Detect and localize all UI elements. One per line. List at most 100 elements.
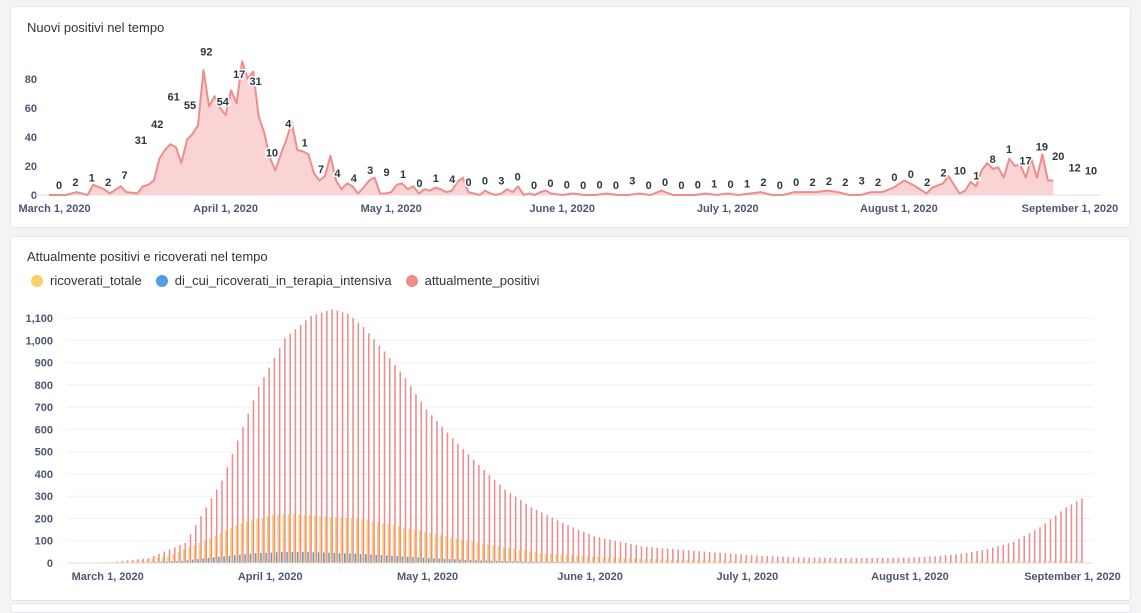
bar-attualmente_positivi — [478, 465, 480, 563]
bar-di_cui_ricoverati_in_terapia_intensiva — [292, 552, 294, 563]
bar-attualmente_positivi — [667, 549, 669, 563]
bar-attualmente_positivi — [211, 498, 213, 563]
bar-attualmente_positivi — [504, 490, 506, 563]
bar-attualmente_positivi — [342, 312, 344, 563]
bar-attualmente_positivi — [258, 387, 260, 563]
bar-attualmente_positivi — [940, 556, 942, 563]
bar-attualmente_positivi — [489, 475, 491, 563]
bar-attualmente_positivi — [856, 558, 858, 563]
bar-attualmente_positivi — [588, 534, 590, 563]
data-label: 0 — [613, 180, 619, 192]
bar-attualmente_positivi — [924, 557, 926, 563]
data-label: 10 — [1085, 165, 1097, 177]
bar-attualmente_positivi — [730, 554, 732, 563]
data-label: 0 — [777, 180, 783, 192]
bar-attualmente_positivi — [693, 551, 695, 563]
bar-attualmente_positivi — [510, 493, 512, 563]
bar-ricoverati_totale — [482, 544, 484, 563]
bar-attualmente_positivi — [447, 433, 449, 563]
bar-attualmente_positivi — [300, 325, 302, 563]
bar-attualmente_positivi — [473, 460, 475, 563]
data-label: 2 — [809, 177, 815, 189]
bar-attualmente_positivi — [242, 427, 244, 563]
currently-positive-card: Attualmente positivi e ricoverati nel te… — [10, 236, 1131, 601]
bar-ricoverati_totale — [524, 551, 526, 563]
bar-attualmente_positivi — [436, 421, 438, 563]
bar-ricoverati_totale — [288, 514, 290, 563]
data-label: 0 — [695, 180, 701, 192]
bar-di_cui_ricoverati_in_terapia_intensiva — [423, 558, 425, 563]
bar-attualmente_positivi — [405, 378, 407, 563]
bar-attualmente_positivi — [877, 558, 879, 563]
bar-di_cui_ricoverati_in_terapia_intensiva — [333, 553, 335, 563]
bar-ricoverati_totale — [204, 541, 206, 563]
y-tick-label: 100 — [35, 536, 53, 548]
bar-ricoverati_totale — [644, 559, 646, 563]
x-tick-label: May 1, 2020 — [361, 203, 422, 215]
data-label: 3 — [629, 176, 635, 188]
bar-attualmente_positivi — [143, 559, 145, 563]
bar-attualmente_positivi — [389, 358, 391, 563]
bar-ricoverati_totale — [183, 550, 185, 563]
data-label: 92 — [200, 46, 212, 58]
bar-attualmente_positivi — [190, 534, 192, 563]
data-label: 12 — [1068, 163, 1080, 175]
bar-ricoverati_totale — [304, 515, 306, 563]
bar-di_cui_ricoverati_in_terapia_intensiva — [229, 556, 231, 563]
bar-di_cui_ricoverati_in_terapia_intensiva — [223, 556, 225, 563]
data-label: 0 — [678, 180, 684, 192]
bar-attualmente_positivi — [274, 358, 276, 563]
bar-attualmente_positivi — [934, 556, 936, 563]
bar-ricoverati_totale — [581, 556, 583, 563]
bar-attualmente_positivi — [630, 544, 632, 563]
bar-ricoverati_totale — [178, 552, 180, 563]
bar-attualmente_positivi — [672, 549, 674, 563]
y-tick-label: 60 — [25, 103, 37, 115]
data-label: 1 — [711, 179, 717, 191]
bar-attualmente_positivi — [651, 547, 653, 563]
bar-attualmente_positivi — [641, 546, 643, 563]
bar-ricoverati_totale — [214, 536, 216, 563]
bar-ricoverati_totale — [393, 525, 395, 563]
bar-attualmente_positivi — [798, 557, 800, 563]
bar-ricoverati_totale — [456, 539, 458, 563]
x-tick-label: July 1, 2020 — [717, 571, 779, 583]
bar-attualmente_positivi — [1034, 530, 1036, 563]
bar-ricoverati_totale — [461, 540, 463, 563]
x-tick-label: April 1, 2020 — [193, 203, 258, 215]
y-tick-label: 0 — [31, 190, 37, 202]
bar-attualmente_positivi — [525, 504, 527, 563]
data-label: 3 — [859, 176, 865, 188]
bar-attualmente_positivi — [767, 556, 769, 563]
bar-ricoverati_totale — [340, 518, 342, 563]
bar-attualmente_positivi — [268, 368, 270, 563]
bar-ricoverati_totale — [325, 517, 327, 563]
data-label: 1 — [433, 173, 439, 185]
data-label: 17 — [233, 69, 245, 81]
bar-ricoverati_totale — [398, 526, 400, 563]
bar-attualmente_positivi — [824, 558, 826, 563]
bar-attualmente_positivi — [987, 549, 989, 563]
bar-di_cui_ricoverati_in_terapia_intensiva — [307, 552, 309, 563]
y-tick-label: 900 — [35, 358, 53, 370]
bar-di_cui_ricoverati_in_terapia_intensiva — [302, 552, 304, 563]
bar-attualmente_positivi — [740, 554, 742, 563]
bar-attualmente_positivi — [420, 402, 422, 563]
bar-attualmente_positivi — [609, 540, 611, 563]
bar-ricoverati_totale — [450, 537, 452, 563]
bar-attualmente_positivi — [992, 548, 994, 563]
bar-ricoverati_totale — [540, 553, 542, 563]
bar-ricoverati_totale — [419, 531, 421, 563]
bar-attualmente_positivi — [1071, 504, 1073, 563]
x-tick-label: August 1, 2020 — [860, 203, 938, 215]
bar-attualmente_positivi — [688, 550, 690, 563]
bar-attualmente_positivi — [620, 542, 622, 563]
bar-attualmente_positivi — [955, 554, 957, 563]
bar-attualmente_positivi — [441, 427, 443, 563]
bar-attualmente_positivi — [384, 352, 386, 563]
data-label: 55 — [184, 100, 196, 112]
bar-attualmente_positivi — [305, 320, 307, 563]
bar-ricoverati_totale — [613, 558, 615, 563]
bar-ricoverati_totale — [356, 518, 358, 563]
